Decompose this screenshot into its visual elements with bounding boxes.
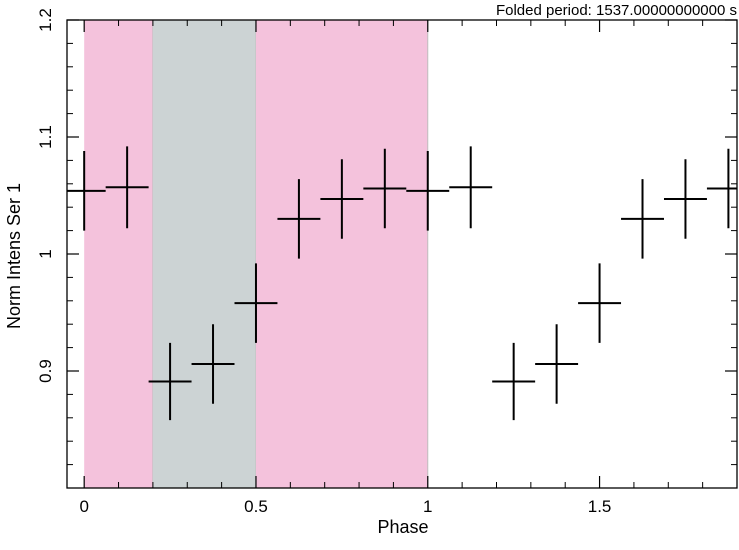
data-point bbox=[535, 324, 579, 404]
data-point bbox=[234, 263, 278, 343]
data-point bbox=[320, 159, 364, 239]
shaded-region-1 bbox=[152, 20, 256, 488]
data-point bbox=[105, 146, 149, 229]
data-point bbox=[67, 151, 106, 231]
data-point bbox=[363, 148, 407, 229]
x-tick-label: 1 bbox=[423, 497, 432, 516]
axes: 0 0.5 1 1.5 0.9 1 1.1 1.2 bbox=[36, 8, 738, 516]
y-tick-label: 1 bbox=[36, 249, 55, 258]
data-point bbox=[706, 148, 737, 229]
data-point bbox=[406, 151, 450, 231]
data-point bbox=[148, 342, 192, 421]
x-tick-label: 0 bbox=[79, 497, 88, 516]
data-point bbox=[449, 146, 493, 229]
data-point bbox=[621, 179, 664, 259]
y-tick-label: 0.9 bbox=[36, 359, 55, 383]
shaded-region-2 bbox=[255, 20, 428, 488]
y-tick-label: 1.2 bbox=[36, 8, 55, 32]
x-tick-label: 0.5 bbox=[244, 497, 268, 516]
data-point bbox=[492, 342, 536, 421]
shaded-region-0 bbox=[84, 20, 153, 488]
data-point bbox=[663, 159, 707, 239]
chart-title: Folded period: 1537.00000000000 s bbox=[496, 2, 737, 19]
y-tick-label: 1.1 bbox=[36, 125, 55, 149]
shaded-regions bbox=[84, 20, 429, 488]
data-point bbox=[191, 324, 235, 404]
x-tick-label: 1.5 bbox=[588, 497, 612, 516]
data-point bbox=[277, 179, 321, 259]
data-points bbox=[67, 146, 737, 421]
x-axis-label: Phase bbox=[377, 517, 428, 537]
y-axis-label: Norm Intens Ser 1 bbox=[4, 183, 24, 329]
data-point bbox=[578, 263, 622, 343]
